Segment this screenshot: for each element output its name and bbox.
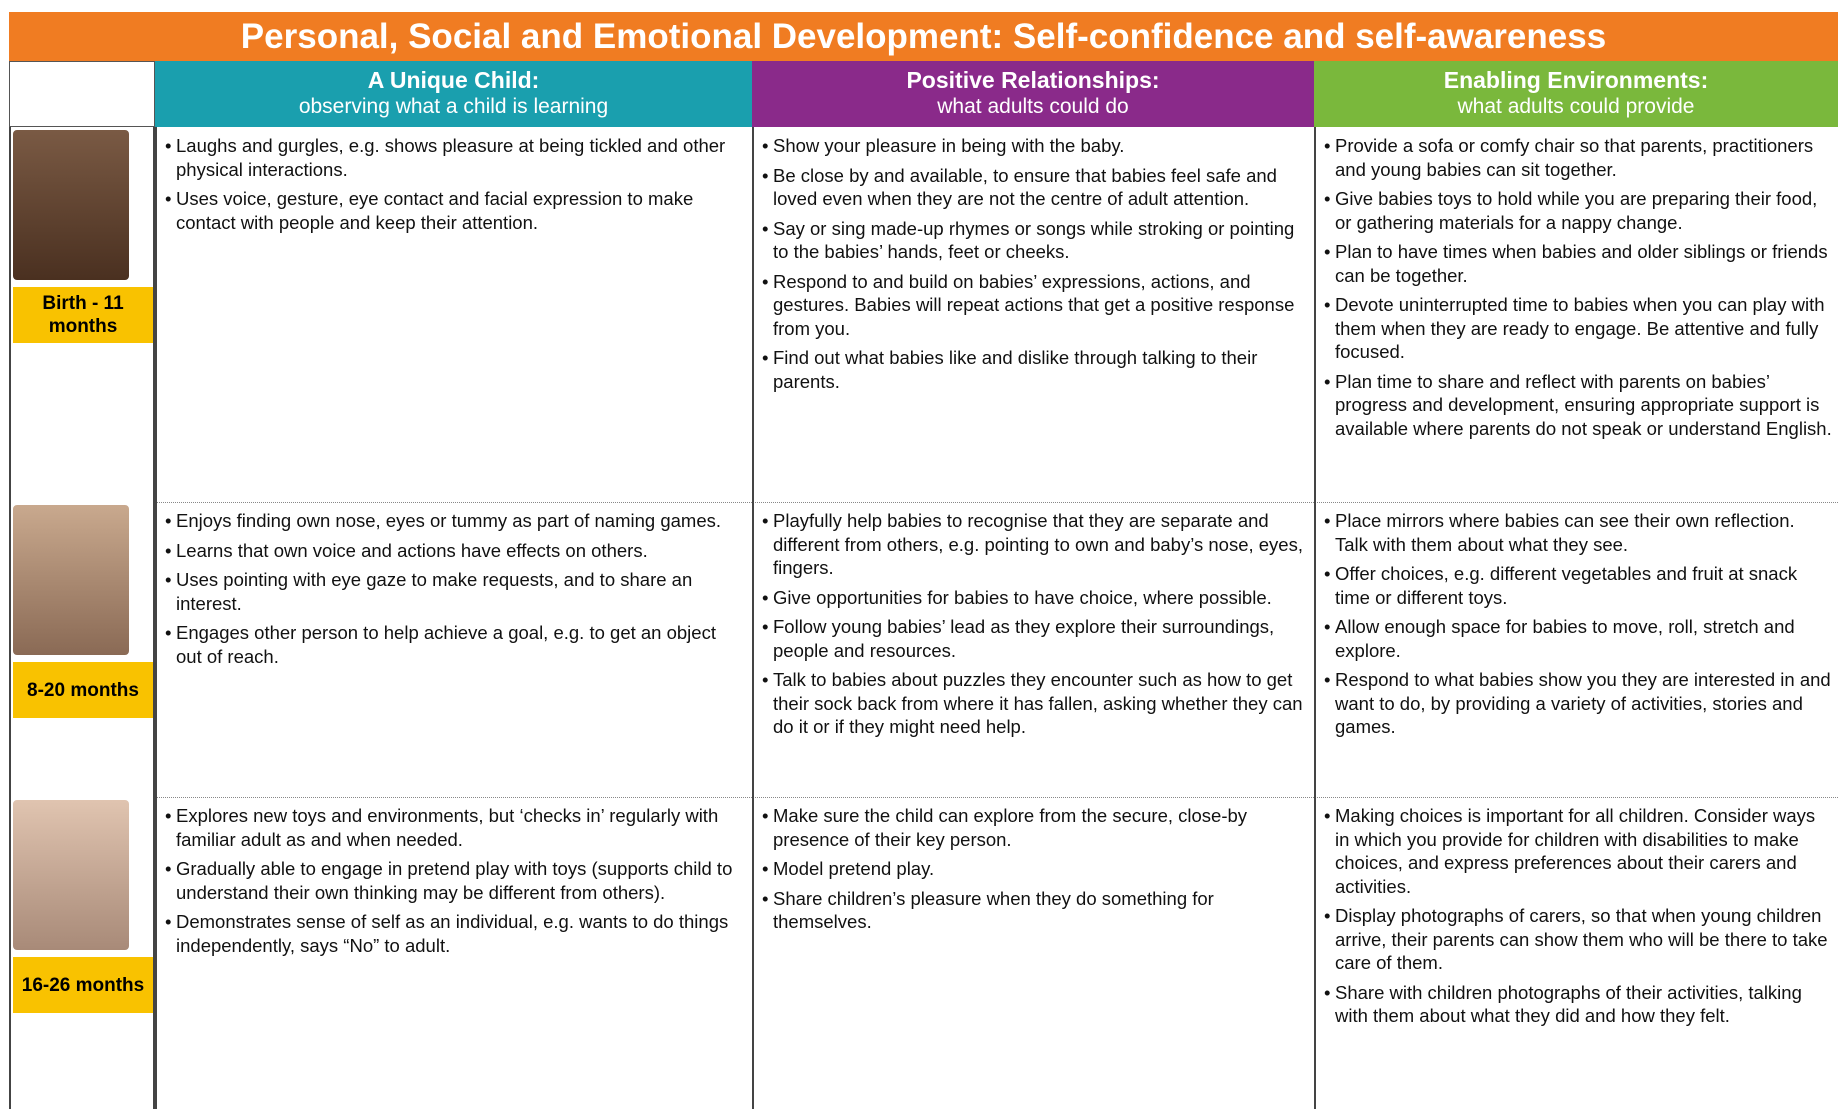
- bullet-item: Share children’s pleasure when they do s…: [762, 887, 1308, 934]
- bullet-list: Provide a sofa or comfy chair so that pa…: [1324, 134, 1832, 440]
- cell: Show your pleasure in being with the bab…: [752, 127, 1314, 502]
- bullet-list: Playfully help babies to recognise that …: [762, 509, 1308, 739]
- bullet-item: Respond to what babies show you they are…: [1324, 668, 1832, 739]
- column-header: Positive Relationships: what adults could…: [752, 61, 1314, 127]
- bullet-item: Devote uninterrupted time to babies when…: [1324, 293, 1832, 364]
- cell: Making choices is important for all chil…: [1314, 797, 1838, 1109]
- column-header: A Unique Child: observing what a child is…: [155, 61, 752, 127]
- age-label: 8-20 months: [13, 662, 153, 718]
- column-subtitle: what adults could do: [937, 95, 1129, 118]
- row-separator: [155, 502, 1838, 503]
- age-cell: 8-20 months: [9, 502, 155, 797]
- cell: Playfully help babies to recognise that …: [752, 502, 1314, 797]
- bullet-list: Explores new toys and environments, but …: [165, 804, 746, 957]
- bullet-list: Place mirrors where babies can see their…: [1324, 509, 1832, 739]
- bullet-item: Talk to babies about puzzles they encoun…: [762, 668, 1308, 739]
- bullet-item: Place mirrors where babies can see their…: [1324, 509, 1832, 556]
- bullet-item: Making choices is important for all chil…: [1324, 804, 1832, 898]
- column-subtitle: observing what a child is learning: [298, 95, 609, 118]
- bullet-item: Model pretend play.: [762, 857, 1308, 881]
- child-photo: [13, 505, 129, 655]
- bullet-item: Follow young babies’ lead as they explor…: [762, 615, 1308, 662]
- bullet-item: Allow enough space for babies to move, r…: [1324, 615, 1832, 662]
- bullet-item: Playfully help babies to recognise that …: [762, 509, 1308, 580]
- bullet-item: Explores new toys and environments, but …: [165, 804, 746, 851]
- bullet-item: Plan to have times when babies and older…: [1324, 240, 1832, 287]
- bullet-list: Making choices is important for all chil…: [1324, 804, 1832, 1028]
- bullet-item: Learns that own voice and actions have e…: [165, 539, 746, 563]
- bullet-item: Offer choices, e.g. different vegetables…: [1324, 562, 1832, 609]
- column-title: Positive Relationships:: [906, 67, 1160, 93]
- row-separator: [155, 797, 1838, 798]
- bullet-item: Display photographs of carers, so that w…: [1324, 904, 1832, 975]
- page-title: Personal, Social and Emotional Developme…: [9, 12, 1838, 61]
- bullet-item: Plan time to share and reflect with pare…: [1324, 370, 1832, 441]
- bullet-list: Show your pleasure in being with the bab…: [762, 134, 1308, 393]
- corner-cell: [9, 61, 155, 127]
- bullet-item: Engages other person to help achieve a g…: [165, 621, 746, 668]
- bullet-item: Be close by and available, to ensure tha…: [762, 164, 1308, 211]
- bullet-item: Find out what babies like and dislike th…: [762, 346, 1308, 393]
- bullet-item: Make sure the child can explore from the…: [762, 804, 1308, 851]
- bullet-item: Give babies toys to hold while you are p…: [1324, 187, 1832, 234]
- age-label: 16-26 months: [13, 957, 153, 1013]
- cell: Provide a sofa or comfy chair so that pa…: [1314, 127, 1838, 502]
- column-title: Enabling Environments:: [1443, 67, 1709, 93]
- cell: Make sure the child can explore from the…: [752, 797, 1314, 1109]
- age-cell: 16-26 months: [9, 797, 155, 1109]
- column-header: Enabling Environments: what adults could …: [1314, 61, 1838, 127]
- bullet-list: Laughs and gurgles, e.g. shows pleasure …: [165, 134, 746, 234]
- age-cell: Birth - 11 months: [9, 127, 155, 502]
- column-subtitle: what adults could provide: [1457, 95, 1695, 118]
- cell: Enjoys finding own nose, eyes or tummy a…: [155, 502, 752, 797]
- bullet-item: Show your pleasure in being with the bab…: [762, 134, 1308, 158]
- bullet-list: Make sure the child can explore from the…: [762, 804, 1308, 934]
- child-photo: [13, 130, 129, 280]
- bullet-item: Share with children photographs of their…: [1324, 981, 1832, 1028]
- cell: Laughs and gurgles, e.g. shows pleasure …: [155, 127, 752, 502]
- bullet-item: Respond to and build on babies’ expressi…: [762, 270, 1308, 341]
- bullet-item: Demonstrates sense of self as an individ…: [165, 910, 746, 957]
- bullet-item: Enjoys finding own nose, eyes or tummy a…: [165, 509, 746, 533]
- child-photo: [13, 800, 129, 950]
- bullet-item: Gradually able to engage in pretend play…: [165, 857, 746, 904]
- cell: Explores new toys and environments, but …: [155, 797, 752, 1109]
- column-title: A Unique Child:: [367, 67, 540, 93]
- age-label: Birth - 11 months: [13, 287, 153, 343]
- bullet-item: Give opportunities for babies to have ch…: [762, 586, 1308, 610]
- bullet-item: Uses pointing with eye gaze to make requ…: [165, 568, 746, 615]
- bullet-item: Uses voice, gesture, eye contact and fac…: [165, 187, 746, 234]
- bullet-item: Say or sing made-up rhymes or songs whil…: [762, 217, 1308, 264]
- bullet-item: Laughs and gurgles, e.g. shows pleasure …: [165, 134, 746, 181]
- bullet-list: Enjoys finding own nose, eyes or tummy a…: [165, 509, 746, 668]
- bullet-item: Provide a sofa or comfy chair so that pa…: [1324, 134, 1832, 181]
- cell: Place mirrors where babies can see their…: [1314, 502, 1838, 797]
